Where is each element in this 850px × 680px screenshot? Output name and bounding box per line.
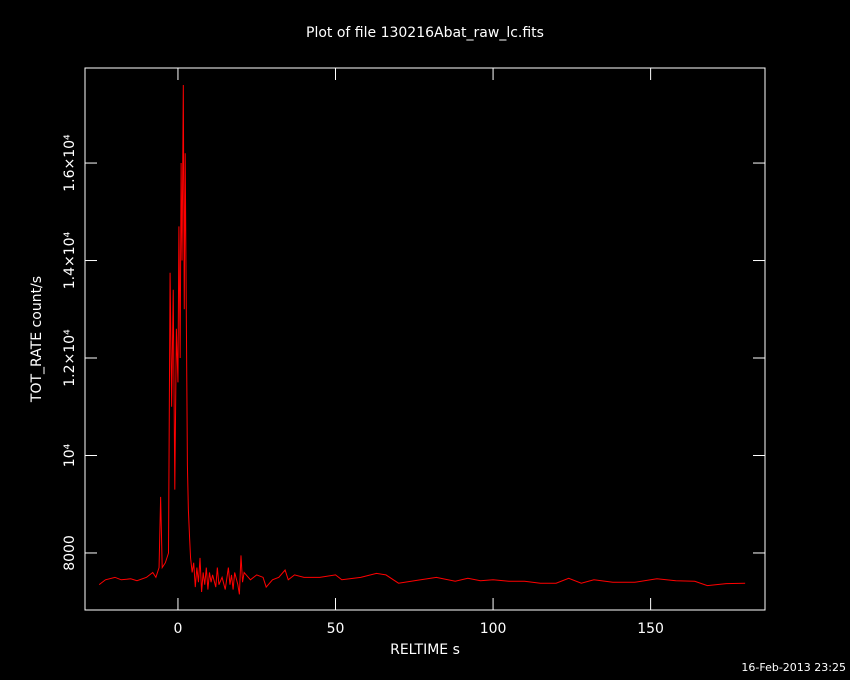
x-tick-label: 50 <box>327 621 345 637</box>
y-tick-label: 10⁴ <box>62 443 78 467</box>
y-tick-label: 1.2×10⁴ <box>62 329 78 387</box>
data-line <box>98 85 746 595</box>
x-tick-label: 0 <box>173 621 182 637</box>
y-tick-label: 1.6×10⁴ <box>62 134 78 192</box>
x-tick-label: 100 <box>480 621 507 637</box>
y-tick-label: 8000 <box>62 535 78 571</box>
x-tick-label: 150 <box>637 621 664 637</box>
chart-title: Plot of file 130216Abat_raw_lc.fits <box>306 25 544 41</box>
y-axis-label: TOT_RATE count/s <box>29 276 45 403</box>
plot-frame <box>84 67 766 611</box>
y-tick-label: 1.4×10⁴ <box>62 231 78 289</box>
timestamp: 16-Feb-2013 23:25 <box>741 661 846 674</box>
x-axis-label: RELTIME s <box>390 642 460 658</box>
